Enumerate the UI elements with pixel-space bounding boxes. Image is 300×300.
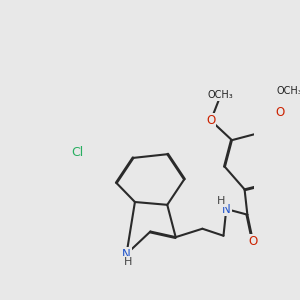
- Text: N: N: [122, 248, 131, 260]
- Text: O: O: [275, 106, 284, 118]
- Text: Cl: Cl: [71, 146, 83, 159]
- Text: N: N: [222, 202, 231, 215]
- Text: OCH₃: OCH₃: [208, 90, 233, 100]
- Text: O: O: [248, 235, 258, 248]
- Text: H: H: [217, 196, 225, 206]
- Text: OCH₃: OCH₃: [277, 86, 300, 96]
- Text: O: O: [206, 114, 215, 127]
- Text: H: H: [124, 257, 133, 267]
